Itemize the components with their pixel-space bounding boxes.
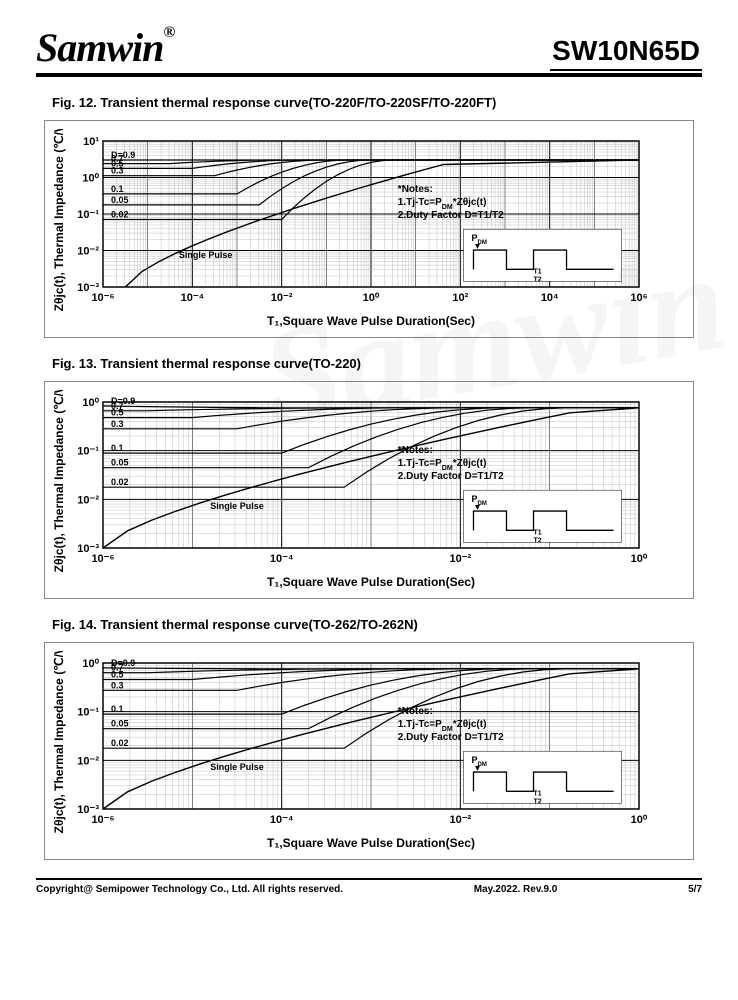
svg-text:10⁻²: 10⁻² (271, 292, 293, 304)
svg-text:10²: 10² (452, 292, 468, 304)
svg-text:0.02: 0.02 (111, 209, 129, 219)
svg-text:10⁰: 10⁰ (82, 658, 99, 670)
svg-text:2.Duty Factor D=T1/T2: 2.Duty Factor D=T1/T2 (398, 471, 504, 482)
datasheet-page: Samwin Samwin® SW10N65D Fig. 12. Transie… (0, 0, 738, 915)
svg-text:T2: T2 (534, 537, 542, 544)
page-number: 5/7 (688, 884, 702, 895)
svg-text:0.05: 0.05 (111, 458, 129, 468)
thermal-chart-0: 10⁻⁶10⁻⁴10⁻²10⁰10²10⁴10⁶10⁻³10⁻²10⁻¹10⁰1… (49, 129, 649, 329)
page-header: Samwin® SW10N65D (36, 24, 702, 77)
chart-box: 10⁻⁶10⁻⁴10⁻²10⁰10⁻³10⁻²10⁻¹10⁰T₁,Square … (44, 642, 694, 860)
svg-text:10⁻²: 10⁻² (77, 494, 99, 506)
page-footer: Copyright@ Semipower Technology Co., Ltd… (36, 878, 702, 895)
svg-text:10¹: 10¹ (83, 136, 99, 148)
svg-text:10⁻³: 10⁻³ (77, 282, 99, 294)
svg-text:2.Duty Factor D=T1/T2: 2.Duty Factor D=T1/T2 (398, 732, 504, 743)
svg-text:*Notes:: *Notes: (398, 706, 433, 717)
svg-text:10⁶: 10⁶ (630, 292, 647, 304)
svg-text:Single Pulse: Single Pulse (210, 501, 264, 511)
svg-text:T2: T2 (534, 798, 542, 805)
part-number: SW10N65D (550, 35, 702, 71)
svg-text:10⁻³: 10⁻³ (77, 804, 99, 816)
thermal-chart-2: 10⁻⁶10⁻⁴10⁻²10⁰10⁻³10⁻²10⁻¹10⁰T₁,Square … (49, 651, 649, 851)
svg-text:0.3: 0.3 (111, 166, 124, 176)
copyright-text: Copyright@ Semipower Technology Co., Ltd… (36, 884, 343, 895)
svg-text:Zθjc(t), Thermal Impedance (℃/: Zθjc(t), Thermal Impedance (℃/W) (52, 129, 66, 311)
thermal-chart-1: 10⁻⁶10⁻⁴10⁻²10⁰10⁻³10⁻²10⁻¹10⁰T₁,Square … (49, 390, 649, 590)
charts-container: Fig. 12. Transient thermal response curv… (36, 95, 702, 860)
svg-text:T₁,Square Wave Pulse Duration(: T₁,Square Wave Pulse Duration(Sec) (267, 575, 475, 589)
svg-text:0.05: 0.05 (111, 719, 129, 729)
svg-text:10⁰: 10⁰ (82, 173, 99, 185)
svg-text:0.5: 0.5 (111, 670, 124, 680)
svg-text:T₁,Square Wave Pulse Duration(: T₁,Square Wave Pulse Duration(Sec) (267, 836, 475, 850)
svg-text:10⁻¹: 10⁻¹ (77, 707, 99, 719)
svg-text:0.02: 0.02 (111, 738, 129, 748)
svg-text:T1: T1 (534, 529, 542, 536)
figure-title: Fig. 13. Transient thermal response curv… (52, 356, 702, 371)
svg-text:T1: T1 (534, 790, 542, 797)
svg-text:10⁻⁴: 10⁻⁴ (181, 292, 204, 304)
svg-text:10⁻²: 10⁻² (77, 755, 99, 767)
svg-text:Zθjc(t), Thermal Impedance (℃/: Zθjc(t), Thermal Impedance (℃/W) (52, 651, 66, 833)
svg-text:10⁻⁴: 10⁻⁴ (270, 814, 293, 826)
svg-text:*Notes:: *Notes: (398, 184, 433, 195)
chart-box: 10⁻⁶10⁻⁴10⁻²10⁰10⁻³10⁻²10⁻¹10⁰T₁,Square … (44, 381, 694, 599)
svg-text:10⁰: 10⁰ (631, 553, 648, 565)
svg-text:T₁,Square Wave Pulse Duration(: T₁,Square Wave Pulse Duration(Sec) (267, 314, 475, 328)
company-logo: Samwin® (36, 24, 174, 71)
logo-text: Samwin (36, 25, 163, 70)
svg-text:2.Duty Factor D=T1/T2: 2.Duty Factor D=T1/T2 (398, 210, 504, 221)
svg-text:0.3: 0.3 (111, 419, 124, 429)
svg-text:10⁻²: 10⁻² (449, 553, 471, 565)
figure-title: Fig. 12. Transient thermal response curv… (52, 95, 702, 110)
svg-text:10⁻³: 10⁻³ (77, 543, 99, 555)
svg-text:0.05: 0.05 (111, 195, 129, 205)
svg-text:10⁰: 10⁰ (631, 814, 648, 826)
svg-text:10⁻²: 10⁻² (77, 246, 99, 258)
svg-text:*Notes:: *Notes: (398, 445, 433, 456)
svg-text:Single Pulse: Single Pulse (179, 250, 233, 260)
svg-text:0.1: 0.1 (111, 704, 124, 714)
svg-text:10⁻¹: 10⁻¹ (77, 209, 99, 221)
svg-text:Single Pulse: Single Pulse (210, 762, 264, 772)
svg-text:0.1: 0.1 (111, 443, 124, 453)
svg-text:Zθjc(t), Thermal Impedance (℃/: Zθjc(t), Thermal Impedance (℃/W) (52, 390, 66, 572)
svg-text:0.5: 0.5 (111, 408, 124, 418)
svg-text:T1: T1 (534, 268, 542, 275)
svg-text:10⁻²: 10⁻² (449, 814, 471, 826)
svg-text:10⁻¹: 10⁻¹ (77, 446, 99, 458)
svg-text:10⁰: 10⁰ (82, 397, 99, 409)
svg-text:0.02: 0.02 (111, 477, 129, 487)
registered-mark: ® (163, 24, 174, 41)
svg-text:10⁻⁴: 10⁻⁴ (270, 553, 293, 565)
svg-text:10⁰: 10⁰ (363, 292, 380, 304)
svg-text:0.1: 0.1 (111, 184, 124, 194)
chart-box: 10⁻⁶10⁻⁴10⁻²10⁰10²10⁴10⁶10⁻³10⁻²10⁻¹10⁰1… (44, 120, 694, 338)
revision-text: May.2022. Rev.9.0 (474, 884, 558, 895)
svg-text:10⁴: 10⁴ (541, 292, 559, 304)
svg-text:T2: T2 (534, 276, 542, 283)
svg-text:0.3: 0.3 (111, 680, 124, 690)
figure-title: Fig. 14. Transient thermal response curv… (52, 617, 702, 632)
